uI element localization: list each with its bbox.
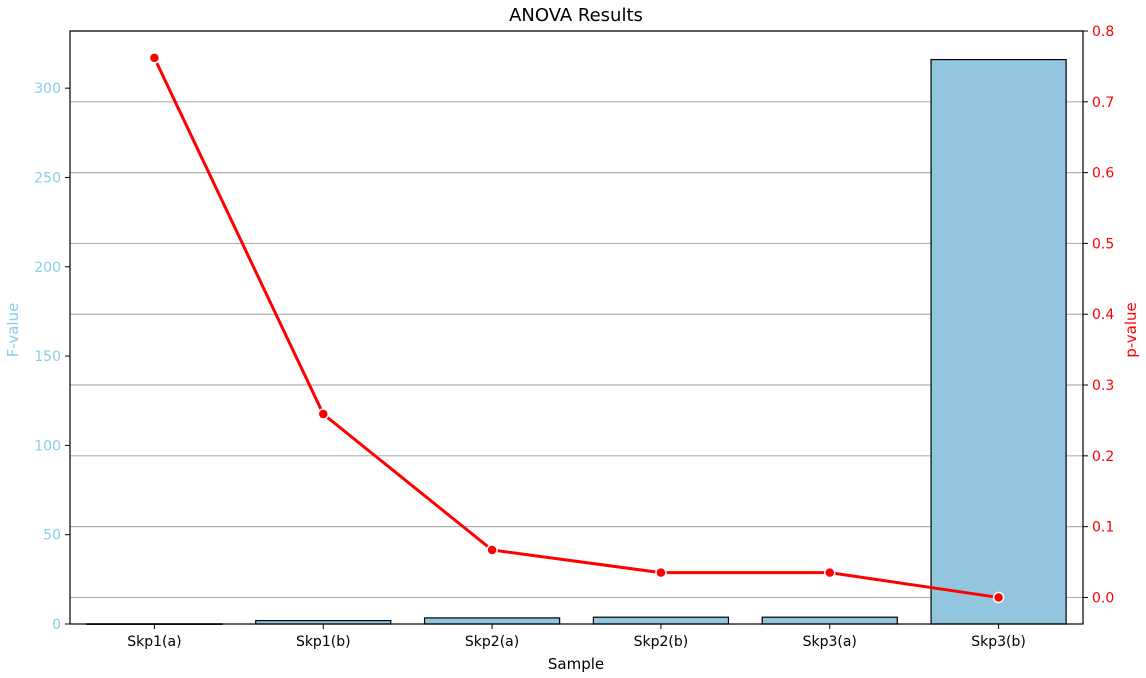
line-point <box>148 52 161 64</box>
x-tick-label: Skp3(b) <box>971 634 1026 650</box>
y2-tick-label: 0.7 <box>1092 95 1114 111</box>
y2-tick-label: 0.0 <box>1092 590 1114 606</box>
right-y-axis-title: p-value <box>1122 302 1140 358</box>
y2-tick-label: 0.5 <box>1092 236 1114 252</box>
line-point <box>317 408 329 420</box>
y2-tick-label: 0.8 <box>1092 24 1114 40</box>
line-point <box>824 566 836 579</box>
line-point <box>486 544 498 556</box>
x-tick-label: Skp2(b) <box>634 634 689 650</box>
p-value-line <box>148 52 1005 604</box>
x-axis-title: Sample <box>548 655 604 673</box>
y2-tick-label: 0.2 <box>1092 449 1114 465</box>
line-point <box>655 566 667 579</box>
y2-tick-label: 0.4 <box>1092 307 1114 323</box>
plot-frame <box>69 30 1084 625</box>
right-y-axis: 0.0 0.1 0.2 0.3 0.4 0.5 0.6 0.7 0.8 <box>1083 24 1114 606</box>
y2-tick-label: 0.1 <box>1092 520 1114 536</box>
x-tick-label: Skp3(a) <box>803 634 857 650</box>
x-tick-label: Skp1(b) <box>296 634 351 650</box>
y-tick-label: 250 <box>34 170 61 186</box>
line-path <box>153 57 999 599</box>
bar <box>761 616 898 625</box>
y-tick-label: 50 <box>43 528 61 544</box>
bar <box>930 58 1067 625</box>
y-tick-label: 100 <box>34 438 61 454</box>
bar <box>592 616 730 625</box>
y-tick-label: 0 <box>52 617 61 633</box>
line-point <box>992 591 1005 604</box>
bar <box>423 617 561 625</box>
y-tick-label: 300 <box>34 81 61 97</box>
left-y-axis-title: F-value <box>4 303 22 358</box>
x-tick-label: Skp2(a) <box>465 634 519 650</box>
y2-tick-label: 0.3 <box>1092 378 1114 394</box>
y-tick-label: 150 <box>34 349 61 365</box>
y-tick-label: 200 <box>34 260 61 276</box>
x-tick-label: Skp1(a) <box>127 634 181 650</box>
bars <box>86 58 1067 625</box>
chart-title: ANOVA Results <box>509 5 643 26</box>
y2-tick-label: 0.6 <box>1092 166 1114 182</box>
left-y-axis: 0 50 100 150 200 250 300 <box>34 81 70 633</box>
x-axis: Skp1(a) Skp1(b) Skp2(a) Skp2(b) Skp3(a) Skp3(… <box>127 624 1026 650</box>
